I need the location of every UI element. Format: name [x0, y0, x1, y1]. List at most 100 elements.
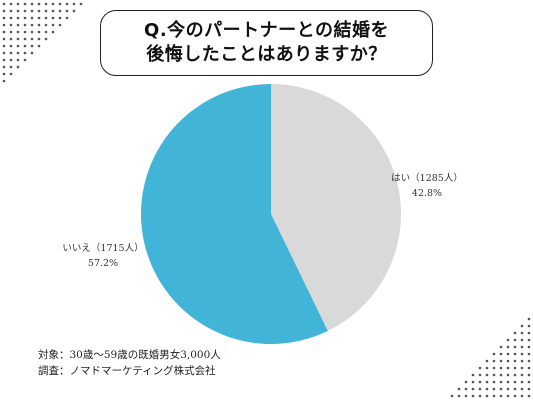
decorative-dot [513, 338, 517, 342]
decorative-dot [506, 373, 510, 377]
decorative-dot [485, 373, 489, 377]
decorative-dot [23, 44, 27, 48]
decorative-dot [23, 58, 27, 62]
decorative-dot [44, 23, 48, 27]
decorative-dot [520, 352, 524, 356]
decorative-dot [9, 65, 13, 69]
decorative-dot [44, 9, 48, 13]
decorative-dot [16, 44, 20, 48]
decorative-dot [478, 373, 482, 377]
decorative-dot [527, 366, 531, 370]
decorative-dot [16, 9, 20, 13]
decorative-dot [478, 366, 482, 370]
decorative-dot [499, 345, 503, 349]
decorative-dot [485, 387, 489, 391]
decorative-dot [471, 394, 475, 398]
slice-label-no: いいえ（1715人） [62, 242, 143, 254]
decorative-dot [2, 30, 6, 34]
decorative-dot [44, 16, 48, 20]
decorative-dot [520, 345, 524, 349]
decorative-dot [30, 9, 34, 13]
decorative-dot [520, 331, 524, 335]
decorative-dot [9, 2, 13, 6]
decorative-dot [492, 359, 496, 363]
decorative-dot [9, 37, 13, 41]
decorative-dot [2, 65, 6, 69]
decorative-dot [499, 380, 503, 384]
decorative-dot [2, 23, 6, 27]
decorative-dot [464, 380, 468, 384]
decorative-dot [478, 387, 482, 391]
decorative-dot [471, 380, 475, 384]
decorative-dot [2, 37, 6, 41]
decorative-dot [79, 2, 83, 6]
decorative-dot [464, 394, 468, 398]
decorative-dot [23, 37, 27, 41]
decorative-dot [527, 359, 531, 363]
decorative-dot [23, 51, 27, 55]
decorative-dot [527, 345, 531, 349]
decorative-dot [499, 387, 503, 391]
decorative-dot [527, 352, 531, 356]
decorative-dot [513, 394, 517, 398]
pie-slice-no [140, 84, 328, 345]
decorative-dot [457, 394, 461, 398]
decorative-dot-pattern-bottom-right [443, 310, 533, 400]
survey-target-note: 対象：30歳〜59歳の既婚男女3,000人 [38, 349, 221, 361]
decorative-dot [23, 30, 27, 34]
decorative-dot [506, 359, 510, 363]
decorative-dot [16, 37, 20, 41]
decorative-dot [23, 16, 27, 20]
decorative-dot [527, 373, 531, 377]
decorative-dot [9, 23, 13, 27]
decorative-dot [65, 9, 69, 13]
decorative-dot [499, 394, 503, 398]
decorative-dot [513, 359, 517, 363]
decorative-dot [44, 2, 48, 6]
decorative-dot [492, 394, 496, 398]
decorative-dot [499, 359, 503, 363]
decorative-dot [23, 23, 27, 27]
decorative-dot [30, 44, 34, 48]
decorative-dot [527, 331, 531, 335]
decorative-dot [492, 366, 496, 370]
decorative-dot [65, 16, 69, 20]
decorative-dot [30, 23, 34, 27]
decorative-dot [30, 16, 34, 20]
decorative-dot [492, 373, 496, 377]
slice-percent-no: 57.2% [88, 258, 118, 269]
slice-label-yes: はい（1285人） [391, 172, 463, 184]
decorative-dot [513, 352, 517, 356]
decorative-dot [30, 37, 34, 41]
decorative-dot [527, 338, 531, 342]
decorative-dot [2, 44, 6, 48]
decorative-dot [485, 359, 489, 363]
decorative-dot [9, 72, 13, 76]
decorative-dot [2, 51, 6, 55]
decorative-dot [464, 387, 468, 391]
decorative-dot [58, 16, 62, 20]
decorative-dot [527, 380, 531, 384]
survey-source-note: 調査：ノマドマーケティング株式会社 [38, 365, 216, 377]
decorative-dot [37, 9, 41, 13]
decorative-dot [51, 23, 55, 27]
decorative-dot [16, 58, 20, 62]
decorative-dot [520, 338, 524, 342]
decorative-dot [51, 16, 55, 20]
decorative-dot [37, 2, 41, 6]
decorative-dot [513, 373, 517, 377]
decorative-dot [506, 338, 510, 342]
decorative-dot [513, 331, 517, 335]
decorative-dot [37, 44, 41, 48]
decorative-dot [16, 51, 20, 55]
question-title-line-1: Q.今のパートナーとの結婚を [144, 20, 389, 41]
decorative-dot [16, 16, 20, 20]
decorative-dot [9, 44, 13, 48]
decorative-dot [51, 30, 55, 34]
decorative-dot [492, 380, 496, 384]
decorative-dot [478, 380, 482, 384]
decorative-dot [2, 16, 6, 20]
decorative-dot [16, 23, 20, 27]
decorative-dot [506, 394, 510, 398]
